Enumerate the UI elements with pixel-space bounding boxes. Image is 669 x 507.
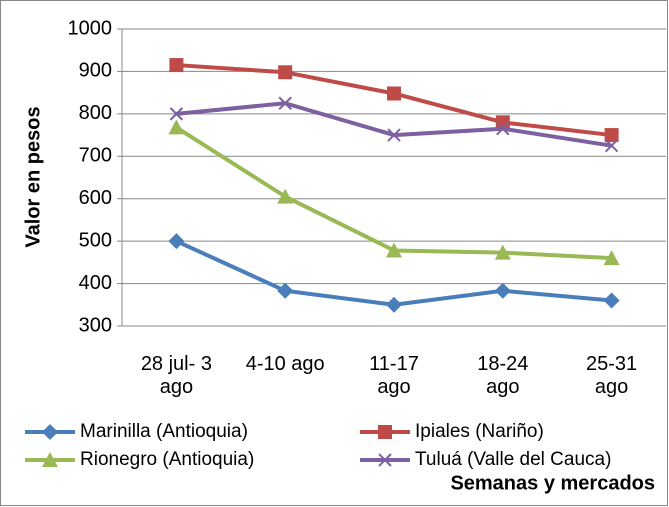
data-point: [603, 250, 620, 266]
y-tick-label: 700: [79, 145, 112, 167]
x-tick-label: 4-10 ago: [245, 353, 325, 375]
data-point: [168, 233, 185, 250]
data-point: [604, 128, 619, 143]
data-point: [387, 128, 401, 142]
y-tick-label: 300: [79, 314, 112, 336]
x-axis-title: Semanas y mercados: [450, 472, 655, 494]
x-tick-label: 28 jul- 3 ago: [140, 353, 212, 398]
data-point: [169, 58, 184, 73]
y-tick-label: 900: [79, 60, 112, 82]
data-point: [496, 121, 510, 136]
legend-marker: [378, 425, 392, 439]
y-tick-label: 1000: [68, 17, 113, 39]
data-point: [386, 242, 402, 258]
data-point: [603, 292, 620, 309]
series-line: [176, 101, 612, 148]
y-tick-label: 600: [79, 187, 112, 209]
y-tick-label: 800: [79, 102, 112, 124]
data-point: [494, 282, 511, 299]
data-point: [604, 138, 619, 153]
data-point: [494, 244, 511, 260]
legend-marker: [42, 452, 58, 467]
y-tick-label: 400: [79, 272, 112, 294]
x-tick-label: 25-31 ago: [586, 353, 638, 398]
data-point: [168, 119, 185, 135]
legend-label: Rionegro (Antioquia): [80, 449, 254, 470]
data-point: [278, 96, 292, 110]
legend-marker: [378, 453, 392, 467]
y-tick-label: 500: [79, 229, 112, 251]
x-tick-label: 18-24 ago: [477, 353, 529, 398]
legend-label: Tuluá (Valle del Cauca): [415, 449, 611, 470]
data-point: [169, 107, 184, 121]
data-point: [278, 65, 293, 80]
y-axis-title: Valor en pesos: [22, 106, 44, 247]
data-point: [277, 282, 294, 299]
legend-label: Ipiales (Nariño): [415, 421, 544, 442]
x-tick-label: 11-17 ago: [369, 353, 419, 398]
legend-marker: [42, 424, 58, 440]
data-point: [386, 296, 402, 313]
series-line: [175, 125, 612, 261]
legend-label: Marinilla (Antioquia): [80, 421, 248, 442]
data-point: [277, 188, 294, 204]
data-point: [387, 86, 401, 101]
